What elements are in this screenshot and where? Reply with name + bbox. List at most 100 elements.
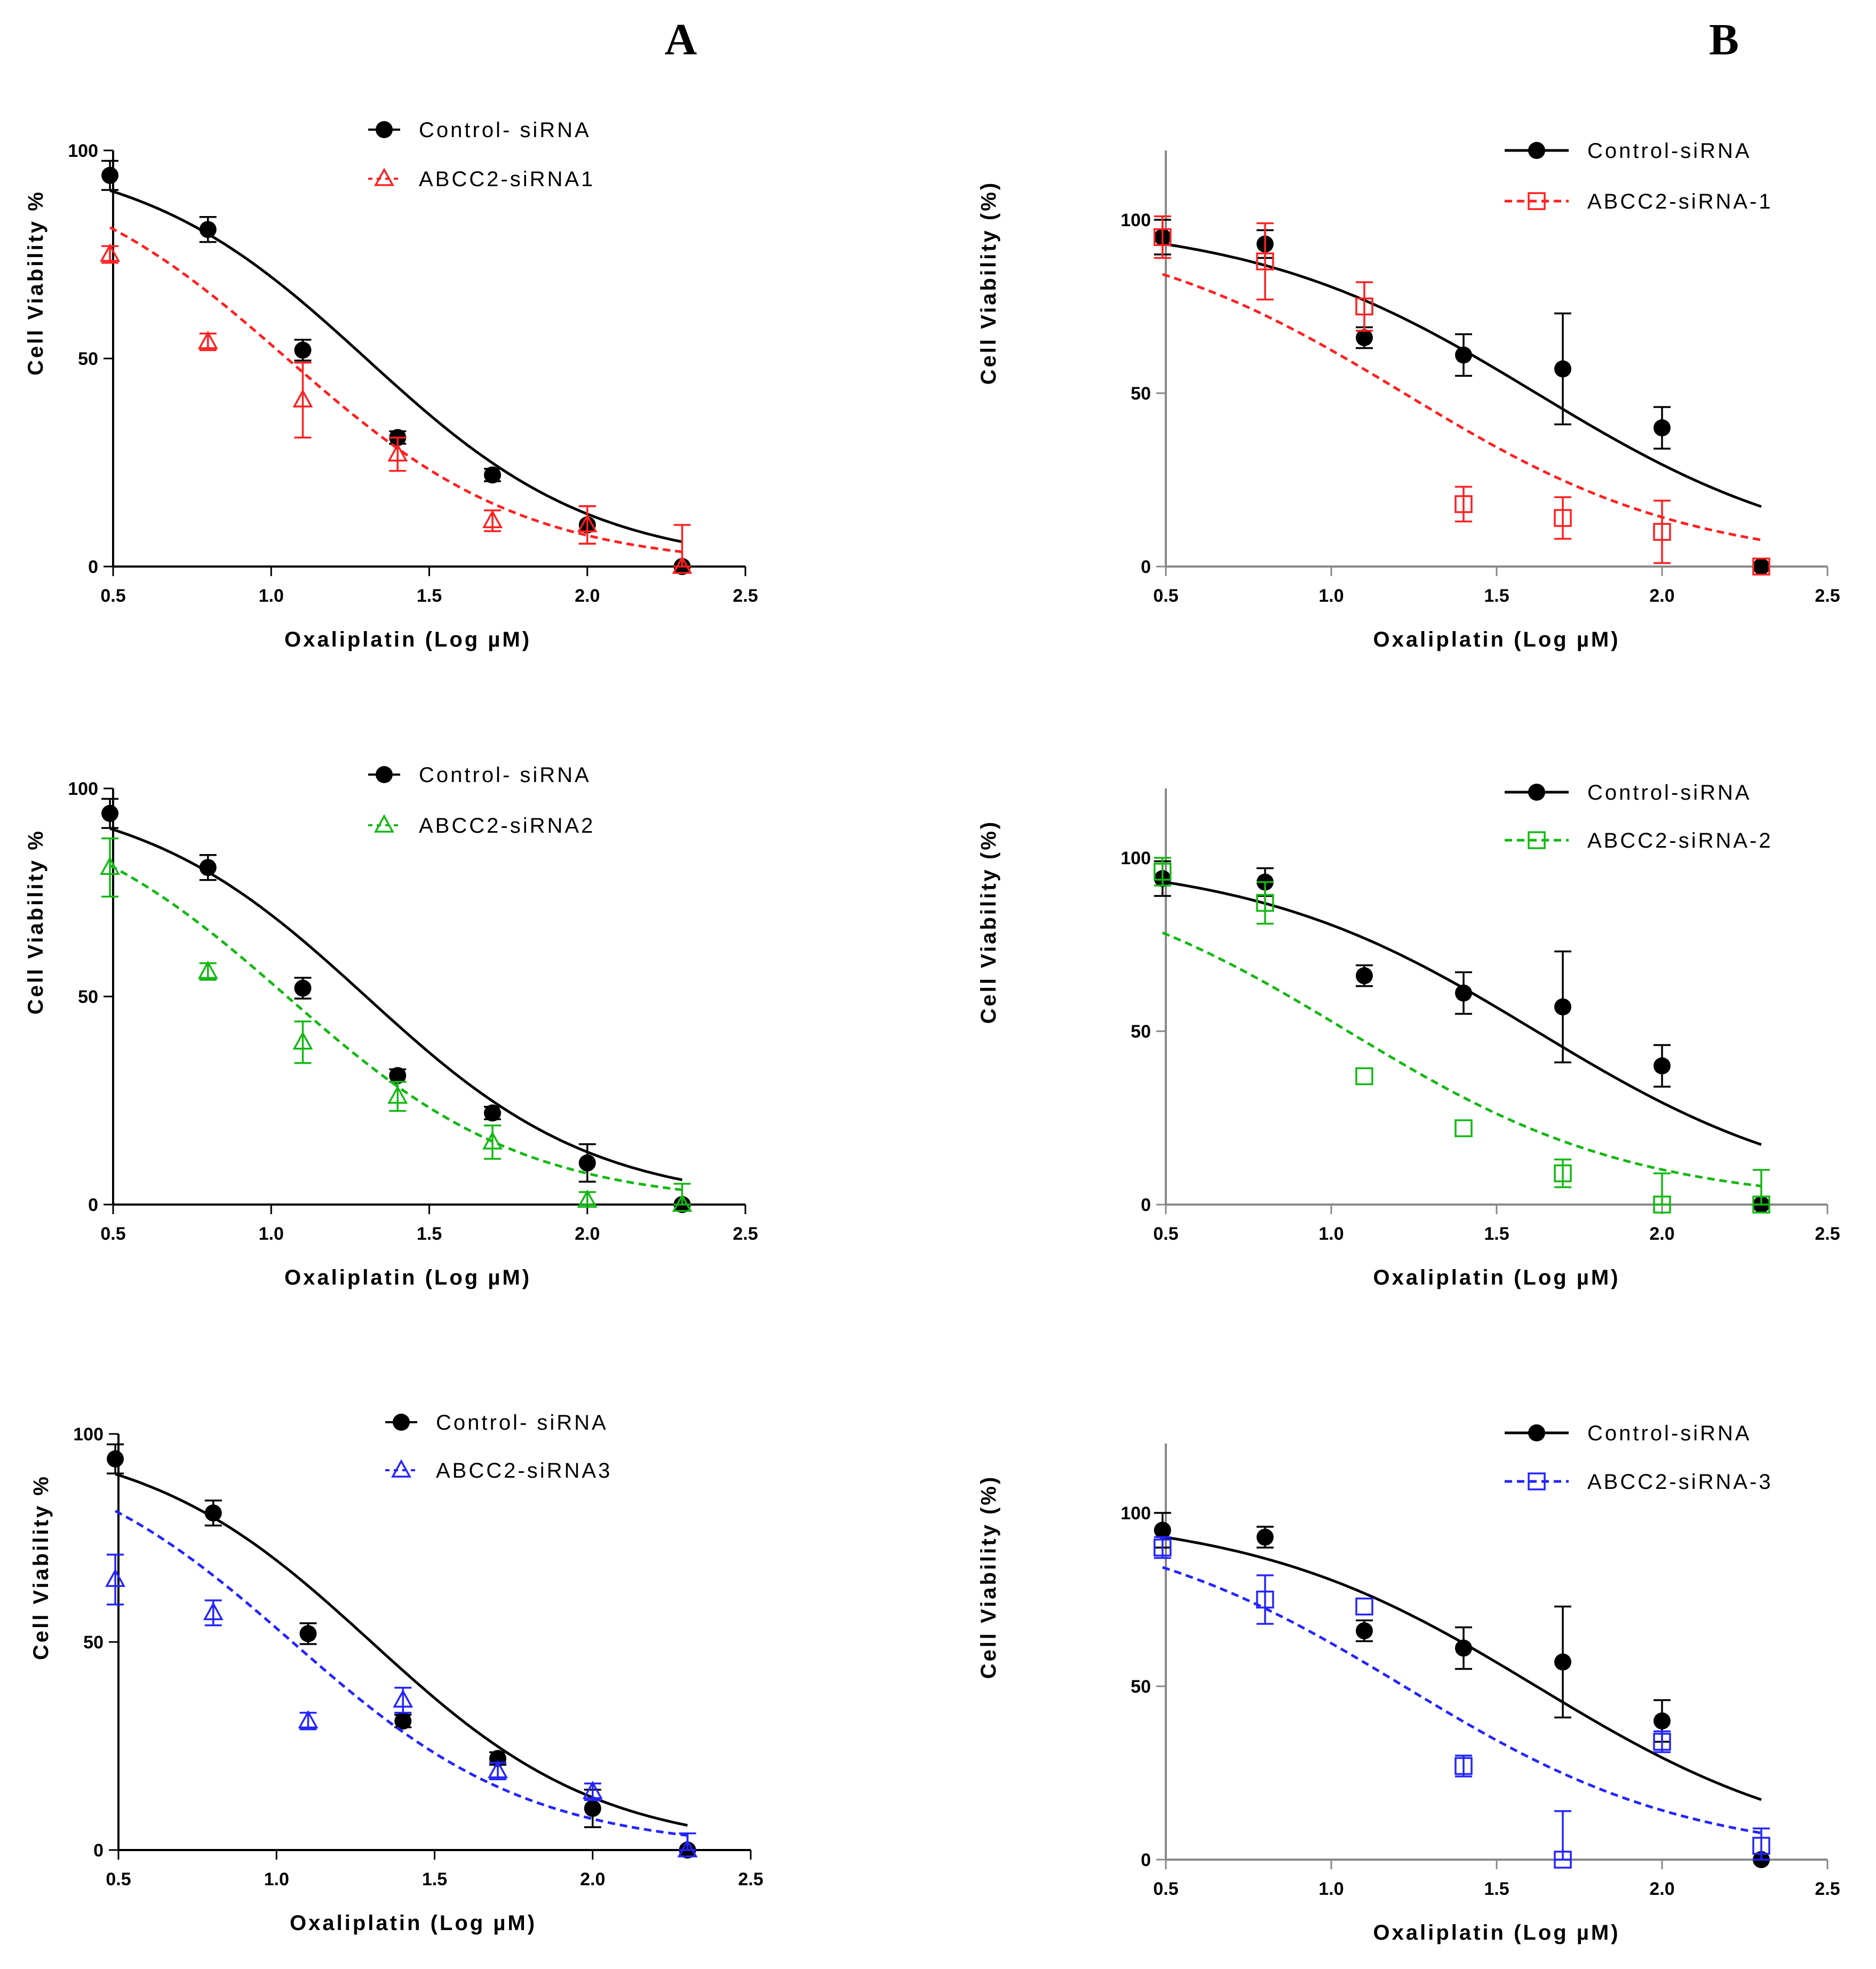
data-point bbox=[482, 1131, 503, 1150]
x-tick-label: 2.5 bbox=[1815, 586, 1840, 606]
series-abcc2 bbox=[100, 226, 693, 574]
x-tick-label: 0.5 bbox=[106, 1869, 131, 1890]
x-tick-label: 2.5 bbox=[733, 1224, 758, 1244]
data-point bbox=[1752, 1837, 1770, 1855]
legend-marker bbox=[1528, 784, 1545, 801]
data-point bbox=[1653, 523, 1671, 541]
data-point bbox=[1356, 329, 1373, 346]
legend-marker bbox=[374, 814, 394, 833]
legend-label: ABCC2-siRNA-3 bbox=[1587, 1470, 1773, 1494]
legend-marker bbox=[1528, 831, 1546, 849]
data-point bbox=[294, 979, 312, 997]
data-point bbox=[1554, 1164, 1572, 1183]
data-point bbox=[1554, 1851, 1572, 1869]
x-tick-label: 1.5 bbox=[422, 1869, 447, 1890]
chart-b2: 0.5 1.0 1.5 2.0 2.5 0 50 100 Oxaliplatin (Log µM… bbox=[977, 781, 1840, 1289]
y-tick-label: 100 bbox=[1120, 848, 1151, 868]
data-point bbox=[1455, 984, 1472, 1002]
legend-label: ABCC2-siRNA-1 bbox=[1587, 190, 1773, 213]
y-tick-label: 100 bbox=[68, 141, 98, 161]
x-tick-label: 2.5 bbox=[1815, 1879, 1840, 1899]
x-axis-title: Oxaliplatin (Log µM) bbox=[1373, 628, 1620, 651]
legend-control: Control- siRNA bbox=[368, 763, 589, 787]
y-tick-label: 50 bbox=[83, 1632, 104, 1653]
series-control bbox=[101, 160, 691, 575]
y-tick-label: 100 bbox=[1120, 1503, 1151, 1524]
x-tick-label: 2.0 bbox=[1649, 586, 1674, 606]
data-point bbox=[1256, 1590, 1274, 1609]
data-point bbox=[488, 1760, 508, 1779]
data-point bbox=[1356, 967, 1373, 984]
legend-marker bbox=[393, 1414, 410, 1431]
data-point bbox=[101, 166, 119, 184]
data-point bbox=[1256, 894, 1274, 912]
legend-control: Control- siRNA bbox=[385, 1411, 608, 1434]
data-point bbox=[1554, 998, 1571, 1016]
data-point bbox=[394, 1712, 412, 1730]
legend-abcc2: ABCC2-siRNA3 bbox=[385, 1459, 610, 1482]
y-tick-label: 0 bbox=[1141, 557, 1151, 577]
x-tick-label: 1.0 bbox=[259, 586, 284, 606]
y-axis-title: Cell Viability % bbox=[29, 1474, 53, 1660]
legend-abcc2: ABCC2-siRNA-2 bbox=[1505, 829, 1771, 852]
legend-label: Control-siRNA bbox=[1587, 781, 1752, 804]
data-point bbox=[1454, 495, 1473, 513]
y-axis-title: Cell Viability % bbox=[24, 829, 47, 1015]
data-point bbox=[298, 1710, 319, 1728]
x-axis-title: Oxaliplatin (Log µM) bbox=[1373, 1266, 1620, 1289]
legend-label: Control-siRNA bbox=[1587, 139, 1752, 163]
y-tick-label: 0 bbox=[1141, 1195, 1151, 1215]
data-point bbox=[393, 1689, 414, 1708]
data-point bbox=[1654, 1057, 1671, 1074]
series-control bbox=[1154, 860, 1770, 1213]
data-point bbox=[101, 804, 119, 822]
x-tick-label: 1.0 bbox=[259, 1224, 284, 1244]
legend-abcc2: ABCC2-siRNA-1 bbox=[1505, 190, 1773, 213]
y-axis-title: Cell Viability % bbox=[24, 190, 47, 376]
data-point bbox=[299, 1625, 317, 1643]
data-point bbox=[1654, 419, 1671, 436]
x-tick-label: 1.5 bbox=[1484, 586, 1509, 606]
y-tick-label: 0 bbox=[88, 1195, 98, 1215]
data-point bbox=[387, 443, 408, 462]
data-point bbox=[107, 1450, 124, 1468]
data-point bbox=[582, 1781, 603, 1799]
y-tick-label: 50 bbox=[78, 349, 98, 369]
legend-label: Control- siRNA bbox=[436, 1411, 608, 1434]
legend-marker bbox=[391, 1459, 411, 1478]
series-abcc2 bbox=[1154, 857, 1770, 1214]
panel-label-a: A bbox=[665, 15, 697, 65]
data-point bbox=[100, 856, 121, 875]
x-tick-label: 1.5 bbox=[417, 1224, 442, 1244]
legend-marker bbox=[1528, 1472, 1546, 1490]
data-point bbox=[484, 466, 501, 484]
data-point bbox=[578, 1154, 596, 1171]
data-point bbox=[577, 1189, 598, 1208]
fit-curve bbox=[1162, 273, 1762, 541]
legend-marker bbox=[1528, 142, 1545, 159]
y-tick-label: 50 bbox=[1131, 1022, 1151, 1042]
data-point bbox=[197, 331, 218, 349]
x-tick-label: 2.5 bbox=[733, 586, 758, 606]
data-point bbox=[1355, 297, 1373, 316]
legend-label: Control- siRNA bbox=[419, 118, 591, 142]
data-point bbox=[482, 509, 503, 528]
data-point bbox=[199, 859, 217, 876]
series-control bbox=[1154, 1512, 1770, 1868]
chart-a1: 0.5 1.0 1.5 2.0 2.5 0 50 100 Oxaliplatin (Log µM… bbox=[24, 118, 758, 651]
y-tick-label: 50 bbox=[1131, 384, 1151, 404]
fit-curve bbox=[109, 827, 683, 1182]
series-abcc2 bbox=[1154, 1536, 1770, 1869]
data-point bbox=[584, 1800, 601, 1817]
data-point bbox=[1356, 1622, 1373, 1639]
series-abcc2 bbox=[100, 837, 693, 1212]
y-tick-label: 50 bbox=[78, 987, 98, 1007]
data-point bbox=[1257, 1528, 1274, 1546]
data-point bbox=[1554, 509, 1572, 527]
data-point bbox=[1256, 252, 1274, 270]
legend-marker bbox=[374, 168, 394, 186]
data-point bbox=[1355, 1067, 1373, 1086]
data-point bbox=[387, 1085, 408, 1104]
chart-b3: 0.5 1.0 1.5 2.0 2.5 0 50 100 Oxaliplatin (Log µM… bbox=[977, 1422, 1840, 1944]
data-point bbox=[1154, 1538, 1172, 1557]
